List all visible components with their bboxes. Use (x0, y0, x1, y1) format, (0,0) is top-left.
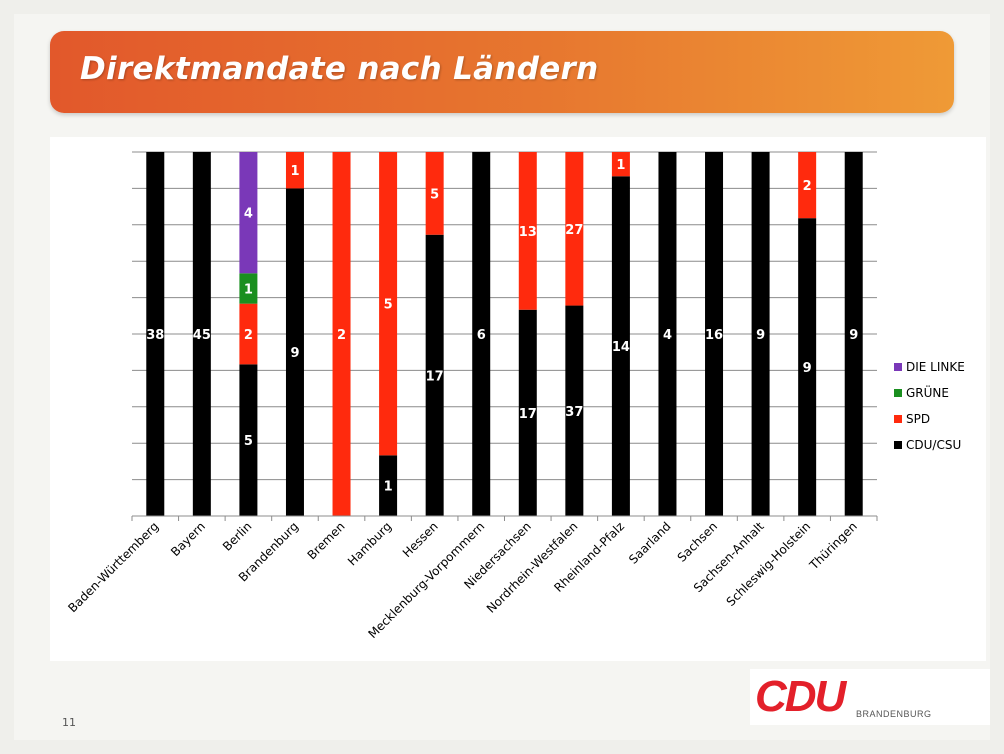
category-label: Sachsen (675, 519, 721, 565)
bar-segment (798, 152, 817, 219)
bar-segment (379, 455, 398, 516)
bar-segment (285, 152, 304, 189)
logo-subtext: BRANDENBURG (856, 709, 932, 719)
data-label: 1 (616, 158, 625, 173)
data-label: 37 (565, 405, 583, 420)
data-label: 17 (519, 407, 537, 422)
data-label: 14 (612, 340, 630, 355)
data-label: 1 (244, 283, 253, 298)
bar-segment (518, 309, 537, 516)
data-label: 9 (849, 328, 858, 343)
legend-label: SPD (906, 412, 931, 426)
bar-segment (751, 152, 770, 516)
bar-segment (239, 152, 258, 274)
category-label: Saarland (626, 519, 673, 566)
category-label: Baden-Württemberg (65, 519, 161, 615)
category-label: Nordrhein-Westfalen (484, 519, 581, 616)
chart-legend: DIE LINKE GRÜNE SPD CDU/CSU (894, 354, 965, 458)
data-label: 4 (244, 207, 253, 222)
title-banner: Direktmandate nach Ländern (50, 31, 954, 113)
category-label: Thüringen (806, 519, 860, 573)
data-label: 16 (705, 328, 723, 343)
bar-segment (379, 152, 398, 456)
bar-segment (425, 152, 444, 235)
bar-segment (239, 364, 258, 516)
bar-segment (472, 152, 491, 516)
data-label: 1 (290, 164, 299, 179)
category-label: Berlin (220, 519, 255, 554)
data-label: 2 (803, 179, 812, 194)
category-label: Bremen (305, 519, 348, 562)
data-label: 6 (477, 328, 486, 343)
bar-segment (192, 152, 211, 516)
logo-text: CDU (755, 672, 846, 721)
data-label: 9 (756, 328, 765, 343)
category-label: Hessen (400, 519, 441, 560)
legend-swatch (894, 415, 902, 423)
bar-segment (239, 303, 258, 365)
data-label: 9 (290, 346, 299, 361)
legend-label: DIE LINKE (906, 360, 965, 374)
legend-swatch (894, 389, 902, 397)
data-label: 4 (663, 328, 672, 343)
bar-segment (285, 188, 304, 516)
data-label: 2 (244, 328, 253, 343)
data-label: 2 (337, 328, 346, 343)
legend-item: DIE LINKE (894, 354, 965, 380)
legend-swatch (894, 441, 902, 449)
legend-label: GRÜNE (906, 386, 949, 400)
bar-segment (146, 152, 165, 516)
bar-segment (611, 152, 630, 177)
legend-swatch (894, 363, 902, 371)
page-number: 11 (62, 716, 76, 729)
bar-segment (239, 273, 258, 304)
data-label: 27 (565, 223, 583, 238)
data-label: 5 (244, 434, 253, 449)
data-label: 1 (384, 480, 393, 495)
bar-segment (565, 305, 584, 516)
bar-segment (518, 152, 537, 310)
data-label: 45 (193, 328, 211, 343)
cdu-logo: CDU BRANDENBURG (750, 669, 990, 725)
category-label: Bayern (168, 519, 208, 559)
legend-item: GRÜNE (894, 380, 965, 406)
legend-item: CDU/CSU (894, 432, 965, 458)
data-label: 5 (384, 298, 393, 313)
data-label: 17 (426, 369, 444, 384)
data-label: 13 (519, 225, 537, 240)
legend-item: SPD (894, 406, 965, 432)
data-label: 5 (430, 187, 439, 202)
category-label: Schleswig-Holstein (724, 519, 814, 609)
bar-segment (565, 152, 584, 306)
data-label: 9 (803, 361, 812, 376)
chart-area: 38 45 5 2 1 4 9 1 2 1 5 17 5 6 17 13 37 27 14 1 4 16 9 9 2 9 Baden… (50, 137, 986, 661)
bar-segment (425, 234, 444, 516)
bar-segment (332, 152, 351, 516)
data-label: 38 (146, 328, 164, 343)
bar-segment (705, 152, 724, 516)
bar-segment (798, 218, 817, 516)
slide-title: Direktmandate nach Ländern (80, 51, 599, 87)
legend-label: CDU/CSU (906, 438, 962, 452)
bar-segment (658, 152, 677, 516)
bar-segment (844, 152, 863, 516)
bar-segment (611, 176, 630, 516)
category-label: Hamburg (345, 519, 394, 568)
